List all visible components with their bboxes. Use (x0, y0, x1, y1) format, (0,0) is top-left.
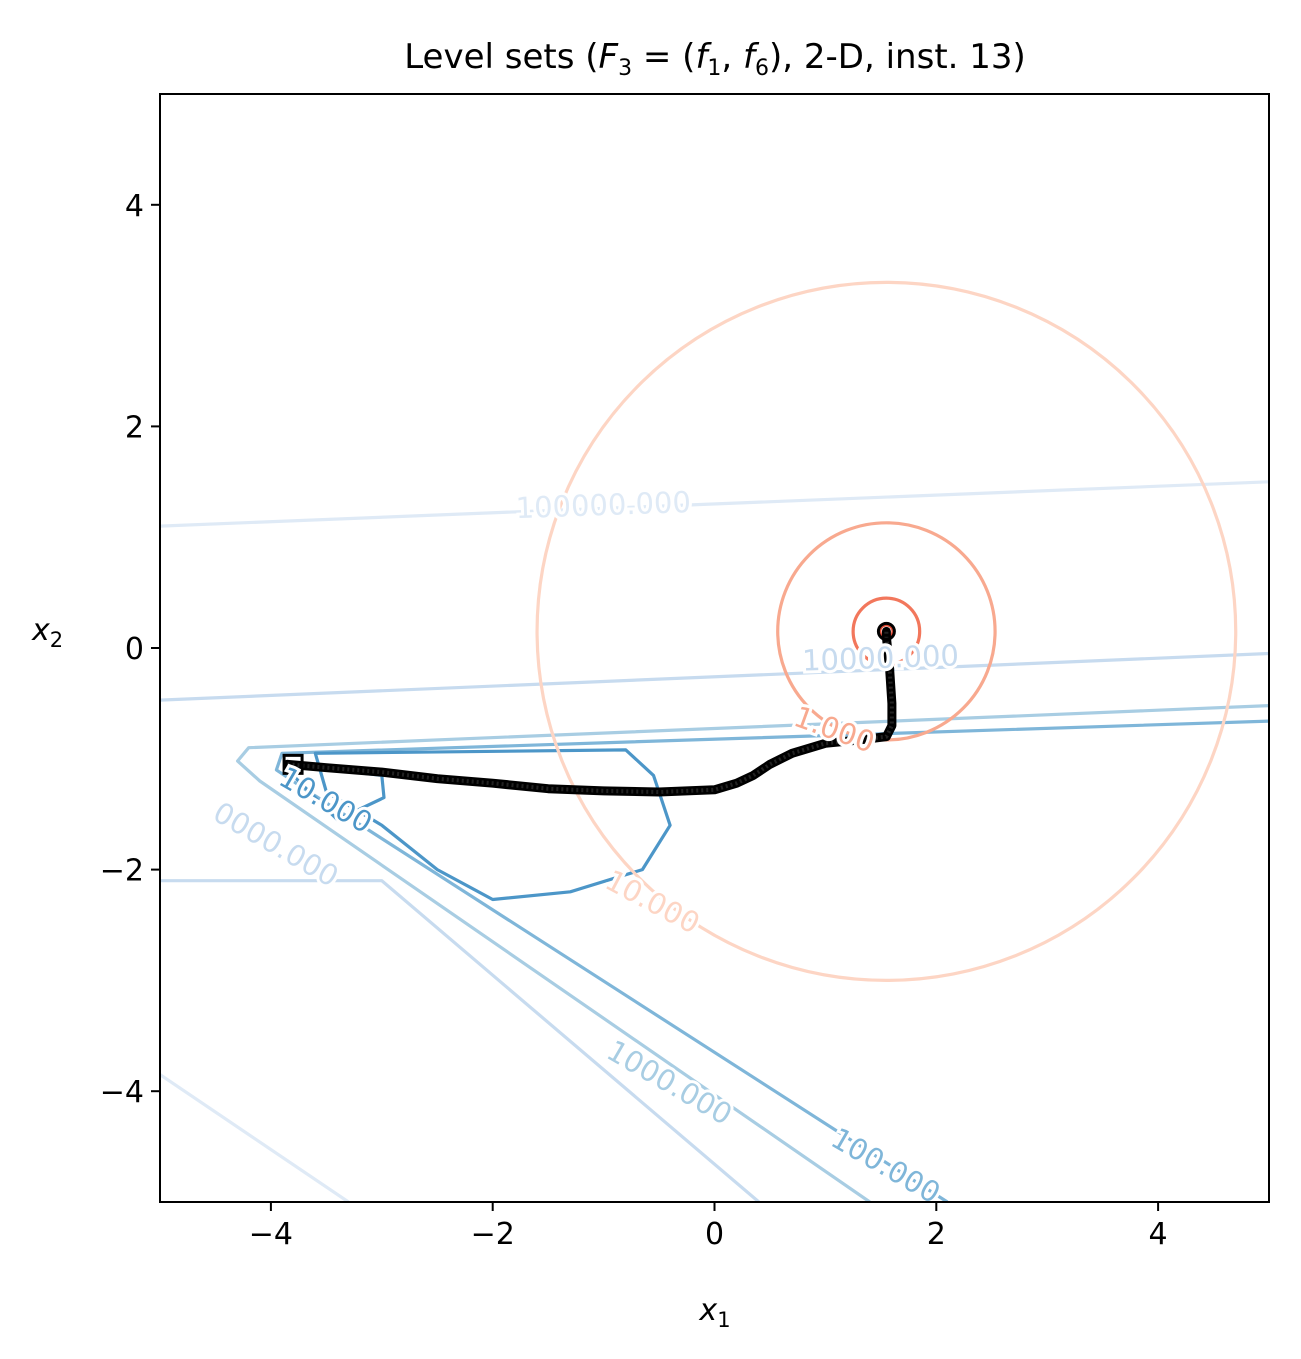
chart-title: Level sets (F3 = (f1, f6), 2-D, inst. 13… (404, 37, 1026, 81)
f6-level-line-5 (313, 748, 672, 902)
x-tick-label-2: 0 (705, 1217, 724, 1252)
contour-label-6: 1000.000 (601, 1033, 738, 1132)
y-tick-label-2: 0 (125, 632, 144, 667)
f6-level-line-0 (160, 480, 1269, 528)
x-axis-label: x1 (698, 1293, 730, 1332)
f6-level-line-7 (160, 1073, 350, 1202)
y-axis: −4 −2 0 2 4 (100, 189, 160, 1110)
y-tick-label-1: −2 (100, 854, 144, 889)
x-tick-label-1: −2 (471, 1217, 515, 1252)
y-tick-label-4: 4 (125, 189, 144, 224)
x-tick-label-0: −4 (249, 1217, 293, 1252)
trajectory-line (283, 626, 897, 797)
contour-label-3: 10.000 (600, 863, 706, 941)
f6-level-line-3 (274, 719, 1269, 1202)
start-marker (282, 753, 304, 775)
y-tick-label-0: −4 (100, 1075, 144, 1110)
y-tick-label-3: 2 (125, 410, 144, 445)
contour-label-1: 10000.000 (802, 638, 960, 677)
f1-level-circle-3 (535, 280, 1238, 982)
plot-content: 100000.00010000.0001.00010.0000000.00010… (160, 280, 1269, 1210)
x-tick-label-4: 4 (1149, 1217, 1168, 1252)
plot-area: 100000.00010000.0001.00010.0000000.00010… (160, 280, 1269, 1210)
f6-level-line-2 (236, 704, 1269, 1202)
x-tick-label-3: 2 (927, 1217, 946, 1252)
f6-level-line-6 (160, 879, 760, 1202)
plot-frame (159, 93, 1270, 1203)
end-marker (876, 621, 896, 641)
f6-level-line-1 (160, 651, 1269, 702)
contour-label-0: 100000.000 (515, 485, 691, 525)
x-axis: −4 −2 0 2 4 (249, 1202, 1168, 1252)
contour-label-7: 100.000 (825, 1121, 946, 1210)
y-axis-label: x2 (31, 613, 63, 652)
